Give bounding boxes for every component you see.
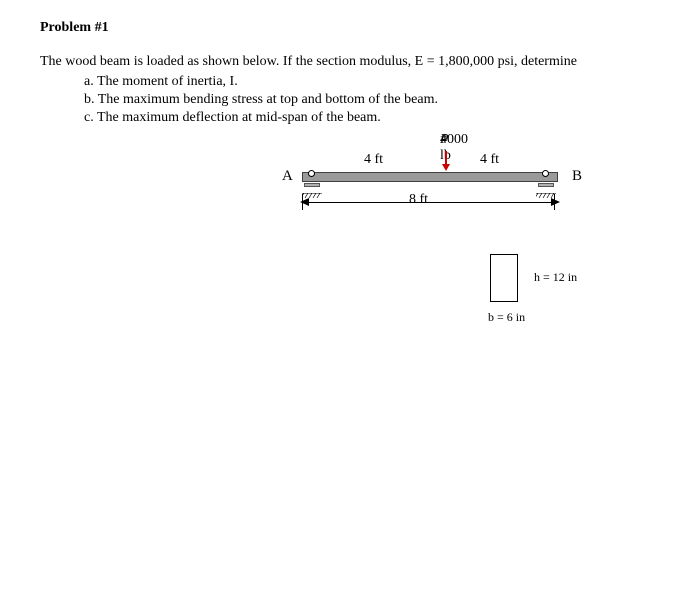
ground-hatch-b: [536, 188, 556, 194]
dim-4ft-left: 4 ft: [364, 152, 383, 168]
xsec-height-label: h = 12 in: [534, 270, 577, 285]
beam-diagram: P = 4000 lb 4 ft 4 ft A B: [290, 136, 650, 416]
list-item-a: a. The moment of inertia, I.: [84, 74, 660, 90]
problem-intro: The wood beam is loaded as shown below. …: [40, 54, 660, 70]
support-base-b: [538, 183, 554, 187]
intro-prefix: The wood beam is loaded as shown below. …: [40, 54, 438, 69]
support-a-label: A: [282, 168, 293, 185]
xsec-width-label: b = 6 in: [488, 310, 525, 325]
problem-list: a. The moment of inertia, I. b. The maxi…: [40, 74, 660, 126]
support-base-a: [304, 183, 320, 187]
beam-body: [302, 172, 558, 182]
arrowhead-right-icon: [550, 196, 560, 213]
support-b-label: B: [572, 168, 582, 185]
roller-circle-icon: [542, 170, 549, 177]
dim-4ft-right: 4 ft: [480, 152, 499, 168]
intro-suffix: , determine: [514, 54, 577, 69]
pin-circle-icon: [308, 170, 315, 177]
problem-title: Problem #1: [40, 20, 660, 36]
span-label: 8 ft: [405, 192, 432, 208]
cross-section-rect: [490, 254, 518, 302]
list-item-c: c. The maximum deflection at mid-span of…: [84, 110, 660, 126]
arrowhead-left-icon: [300, 196, 310, 213]
load-arrow-icon: [440, 150, 452, 170]
ground-hatch-a: [302, 188, 322, 194]
e-value: 1,800,000 psi: [438, 54, 514, 69]
list-item-b: b. The maximum bending stress at top and…: [84, 92, 660, 108]
